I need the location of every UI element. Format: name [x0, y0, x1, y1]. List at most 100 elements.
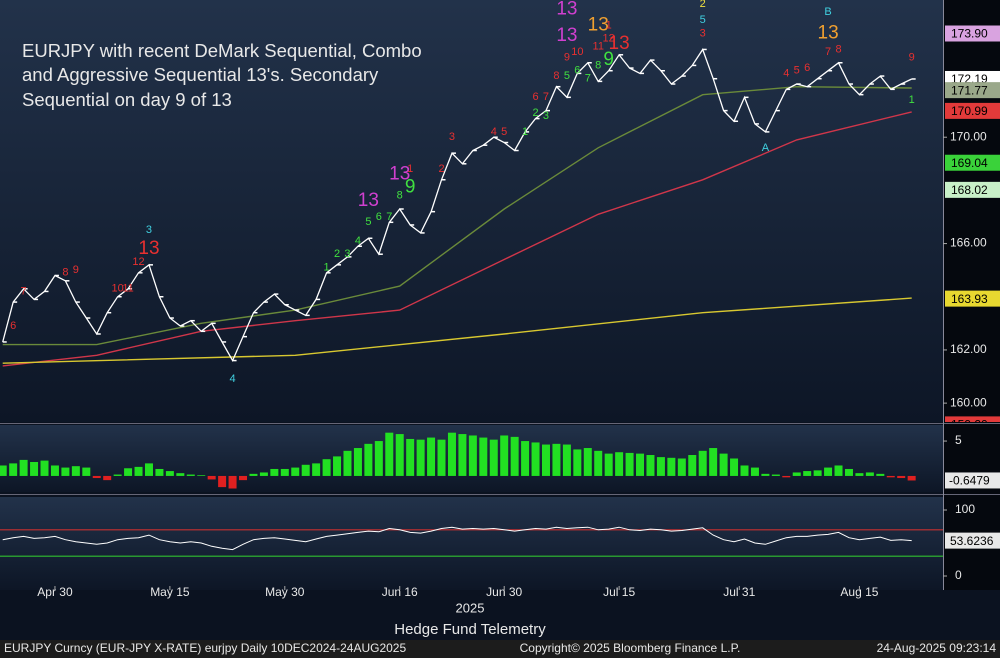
level-label: 173.90 [951, 27, 988, 41]
count-label: 7 [21, 285, 27, 297]
momentum-bar [510, 436, 519, 476]
last-value-box [945, 472, 1000, 489]
momentum-bar [646, 455, 655, 476]
level-box [945, 416, 1000, 422]
count-label: 8 [553, 70, 559, 82]
moving-average [2, 111, 912, 367]
count-label: 13 [556, 0, 577, 20]
momentum-bar [583, 448, 592, 476]
momentum-bar [730, 458, 739, 476]
level-box [945, 102, 1000, 119]
count-label: 8 [595, 59, 601, 71]
momentum-bar [353, 448, 362, 476]
count-label: 6 [376, 211, 382, 223]
y-tick-label: 162.00 [950, 342, 987, 356]
momentum-bar [531, 442, 540, 476]
momentum-bar [385, 432, 394, 476]
momentum-bar [239, 475, 248, 481]
level-label: 170.99 [951, 104, 988, 118]
count-label: 1 [522, 126, 528, 138]
level-box [945, 154, 1000, 171]
count-label: 5 [794, 65, 800, 77]
momentum-bar [134, 466, 143, 476]
level-box [945, 181, 1000, 198]
count-label: 2 [438, 163, 444, 175]
count-label: 9 [909, 51, 915, 63]
footer-bar [0, 640, 1000, 658]
count-label: 5 [501, 126, 507, 138]
count-label: 6 [532, 91, 538, 103]
momentum-bar [40, 460, 49, 476]
count-label: 6 [574, 65, 580, 77]
level-label: 163.93 [951, 292, 988, 306]
y-tick-label: 160.00 [950, 395, 987, 409]
momentum-bar [698, 450, 707, 476]
momentum-bar [144, 463, 153, 476]
momentum-bar [521, 441, 530, 476]
momentum-bar [500, 435, 509, 476]
count-label: 9 [603, 49, 614, 70]
momentum-bar [249, 473, 258, 476]
footer-right: 24-Aug-2025 09:23:14 [877, 641, 997, 655]
momentum-bar [771, 474, 780, 476]
count-label: 9 [405, 177, 416, 198]
momentum-bar [709, 448, 718, 476]
y-tick-label: 170.00 [950, 129, 987, 143]
count-label: 3 [344, 248, 350, 260]
count-label: 5 [564, 70, 570, 82]
last-value-box [945, 532, 1000, 549]
momentum-bar [312, 463, 321, 476]
momentum-bar [364, 443, 373, 476]
x-tick-label: Aug 15 [840, 585, 878, 599]
momentum-bar [447, 432, 456, 476]
count-label: 1 [606, 19, 612, 31]
momentum-bar [19, 459, 28, 476]
momentum-bar [803, 471, 812, 476]
momentum-bar [552, 443, 561, 476]
year-label: 2025 [456, 600, 485, 615]
momentum-bar [0, 465, 7, 476]
count-label: 8 [835, 43, 841, 55]
count-label: 9 [73, 264, 79, 276]
count-label: 3 [146, 224, 152, 236]
momentum-bar [333, 456, 342, 476]
x-tick-label: May 30 [265, 585, 305, 599]
main-layer: 160.00 162.00 166.00 170.00 Apr 30 May 15 May … [0, 129, 1000, 599]
count-label: 5 [365, 216, 371, 228]
momentum-bar [343, 450, 352, 476]
momentum-bar [71, 466, 80, 476]
oscillator-line [2, 526, 912, 551]
x-tick-label: Jun 16 [382, 585, 418, 599]
momentum-bar [615, 452, 624, 476]
count-label: 10 [571, 46, 583, 58]
count-label: 4 [230, 373, 236, 385]
moving-average [2, 85, 912, 346]
momentum-bar [782, 475, 791, 478]
momentum-bar [677, 458, 686, 476]
momentum-bar [573, 449, 582, 476]
source-label: Hedge Fund Telemetry [394, 621, 546, 638]
momentum-bar [824, 467, 833, 476]
level-label: 168.02 [951, 183, 988, 197]
count-label: 7 [386, 211, 392, 223]
level-label: 159.20 [951, 418, 988, 432]
count-label: 6 [804, 62, 810, 74]
momentum-bar [406, 438, 415, 476]
momentum-bar [740, 465, 749, 476]
x-tick-label: Jul 15 [603, 585, 635, 599]
count-label: 2 [532, 107, 538, 119]
x-tick-label: Apr 30 [37, 585, 73, 599]
count-label: 6 [10, 320, 16, 332]
momentum-bar [92, 475, 101, 479]
momentum-bar [468, 435, 477, 476]
momentum-bar [761, 473, 770, 476]
level-label: 169.04 [951, 156, 988, 170]
momentum-bar [855, 473, 864, 476]
momentum-bar [186, 474, 195, 476]
momentum-bar [667, 457, 676, 476]
count-label: 9 [564, 51, 570, 63]
momentum-bar [834, 465, 843, 476]
momentum-bar [270, 468, 279, 476]
